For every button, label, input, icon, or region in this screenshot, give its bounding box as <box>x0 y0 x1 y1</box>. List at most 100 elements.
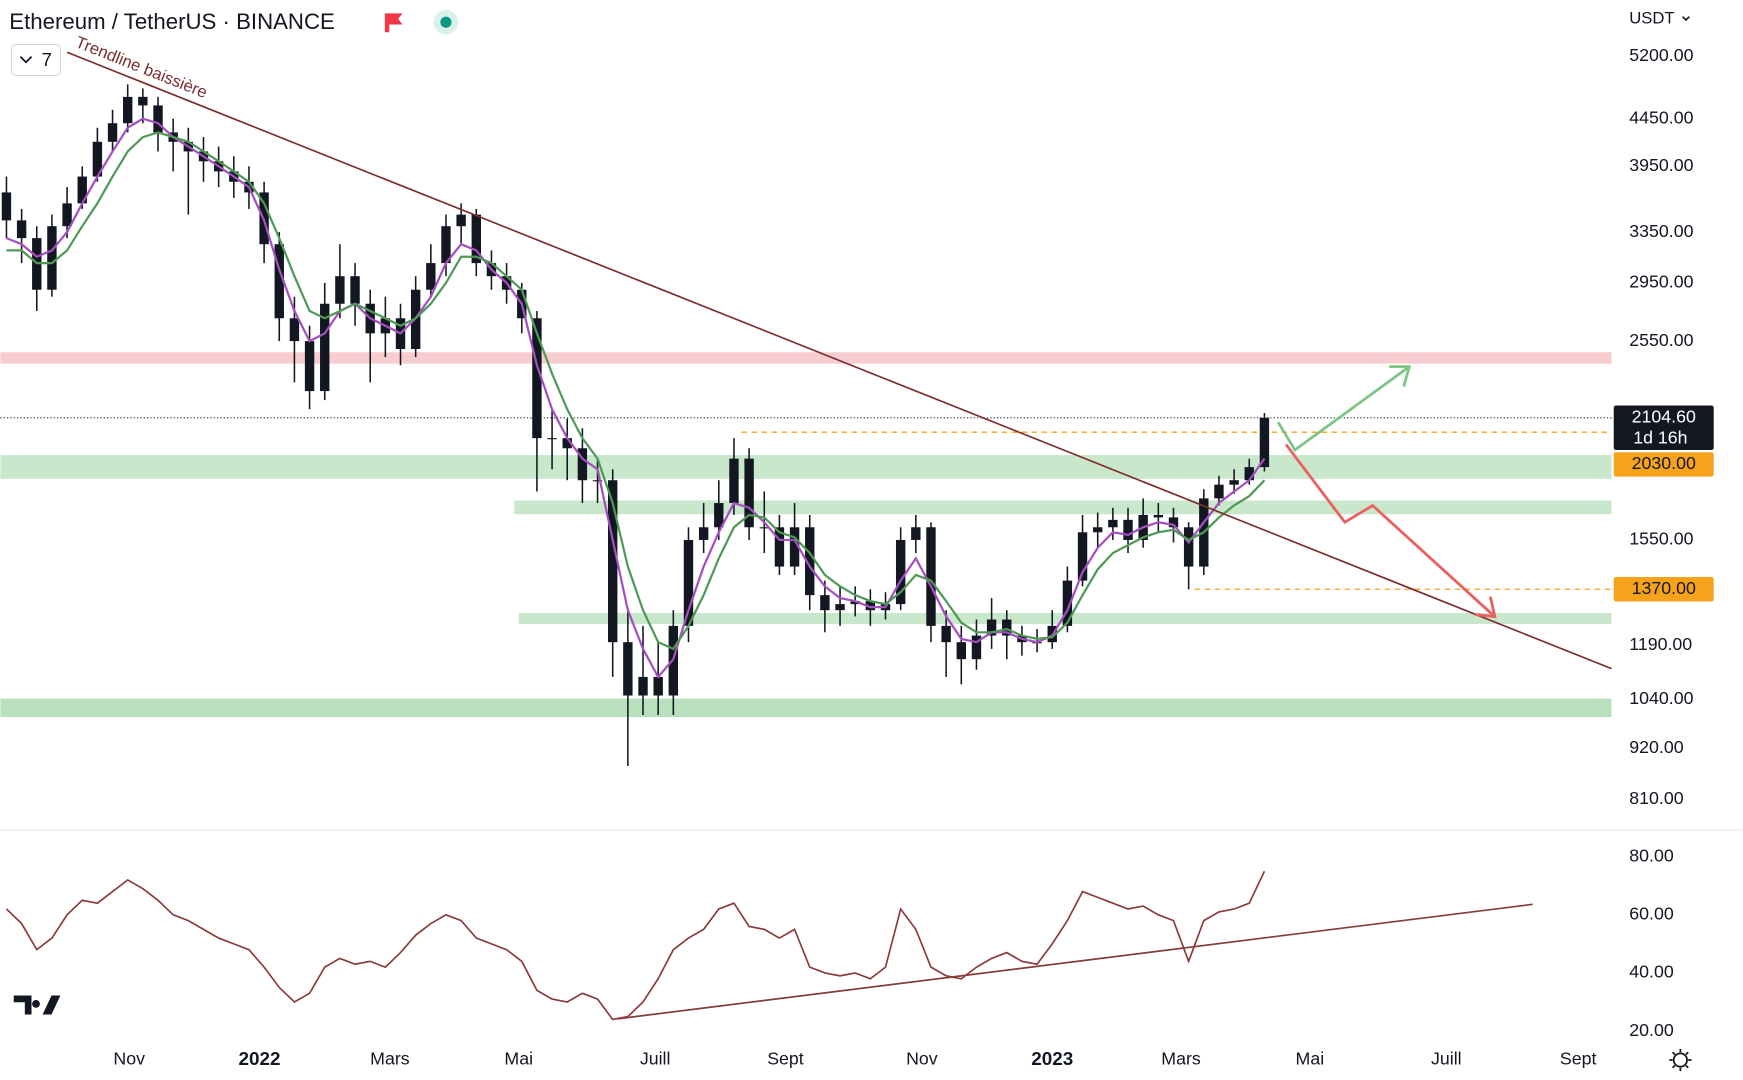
candle-body <box>895 539 906 605</box>
candle-body <box>986 619 997 636</box>
candle-body <box>456 214 466 227</box>
candle-body <box>941 625 951 643</box>
x-tick-label: Mai <box>504 1049 533 1069</box>
moving-average <box>6 131 1266 651</box>
candle-body <box>971 635 982 660</box>
x-tick-label: Sept <box>1560 1049 1597 1069</box>
x-tick-label: Nov <box>906 1049 938 1069</box>
candle-body <box>805 527 815 596</box>
y-tick-label: 2550.00 <box>1629 330 1693 350</box>
candle-body <box>623 642 633 696</box>
candle-body <box>304 341 315 392</box>
candle-body <box>274 244 284 319</box>
candle-body <box>714 503 724 528</box>
flag-icon <box>384 13 403 33</box>
y-tick-label: 2950.00 <box>1629 272 1693 292</box>
candle-body <box>426 263 436 290</box>
zone <box>514 500 1612 515</box>
toggle-box[interactable] <box>10 43 61 77</box>
currency-menu[interactable]: USDT <box>1629 8 1690 27</box>
zone <box>0 698 1612 717</box>
y-tick-label: 1190.00 <box>1629 634 1692 654</box>
y-tick-label: 3350.00 <box>1629 221 1693 241</box>
y-tick-label: 60.00 <box>1629 904 1674 924</box>
price-label: 1370.00 <box>1632 578 1696 598</box>
candle-body <box>759 527 769 529</box>
brand-logo <box>13 995 61 1015</box>
candle-body <box>562 438 572 449</box>
y-tick-label: 920.00 <box>1629 737 1683 757</box>
price-label-box <box>1613 452 1714 477</box>
candle-body <box>1108 519 1118 528</box>
zone <box>0 455 1612 479</box>
trendline <box>66 51 1612 670</box>
indicators-count: 7 <box>42 50 53 71</box>
candle-body <box>698 527 709 540</box>
candle-body <box>1214 484 1224 499</box>
candle-body <box>911 527 921 540</box>
bear-arrow <box>1284 443 1496 618</box>
candle-body <box>820 595 830 611</box>
candle-body <box>123 96 133 124</box>
moving-average <box>6 117 1266 679</box>
price-label: 2104.60 <box>1632 406 1696 426</box>
x-tick-label: Sept <box>767 1049 804 1069</box>
y-tick-label: 5200.00 <box>1629 45 1693 65</box>
candle-body <box>653 676 663 696</box>
candle-body <box>744 458 754 528</box>
candle-body <box>1153 514 1164 518</box>
candle-body <box>1062 580 1073 626</box>
candle-body <box>608 480 618 643</box>
x-tick-label: Mars <box>370 1049 410 1069</box>
price-label-sub: 1d 16h <box>1633 428 1687 448</box>
x-tick-label: 2022 <box>239 1049 281 1070</box>
candle-body <box>320 303 330 392</box>
candle-body <box>956 642 966 660</box>
bull-arrow-head <box>1389 365 1412 388</box>
y-tick-label: 20.00 <box>1629 1020 1674 1040</box>
y-tick-label: 1040.00 <box>1629 688 1693 708</box>
candle-body <box>1093 527 1103 533</box>
candle-body <box>683 539 694 626</box>
candle-body <box>638 676 648 696</box>
bull-arrow <box>1276 365 1411 453</box>
gear-teeth <box>1669 1048 1692 1072</box>
currency[interactable]: USDT <box>1629 8 1674 27</box>
y-tick-label: 810.00 <box>1629 788 1683 808</box>
settings-button[interactable] <box>1669 1048 1692 1072</box>
candle-body <box>441 226 451 264</box>
status-dot <box>440 16 452 28</box>
candle-body <box>16 220 27 239</box>
candle-body <box>107 123 118 142</box>
candle-body <box>1077 532 1088 581</box>
candle-body <box>865 601 876 611</box>
caret <box>19 56 33 64</box>
price-label-box <box>1613 577 1714 602</box>
x-tick-label: Nov <box>113 1049 145 1069</box>
y-tick-label: 40.00 <box>1629 962 1674 982</box>
price-label: 2030.00 <box>1632 453 1696 473</box>
candle-body <box>92 141 103 177</box>
candle-body <box>729 458 739 504</box>
zone <box>0 352 1612 364</box>
candle-body <box>47 226 57 290</box>
caret <box>1682 16 1690 22</box>
candle-body <box>835 604 845 611</box>
layers: Trendline baissière 5200.004450.003950.00… <box>0 32 1714 1070</box>
x-tick-label: Mai <box>1296 1049 1325 1069</box>
candle-body <box>789 527 800 567</box>
indicators-toggle[interactable]: 7 <box>10 43 61 77</box>
candle-body <box>1123 519 1133 540</box>
candle-body <box>1259 417 1270 468</box>
candle-body <box>1002 619 1012 636</box>
x-tick-label: Mars <box>1161 1049 1201 1069</box>
candle-body <box>532 318 542 439</box>
candle-body <box>547 438 557 440</box>
gear[interactable] <box>1672 1052 1688 1068</box>
candle-body <box>138 96 148 106</box>
y-tick-label: 1550.00 <box>1629 529 1693 549</box>
candle-body <box>153 105 163 133</box>
